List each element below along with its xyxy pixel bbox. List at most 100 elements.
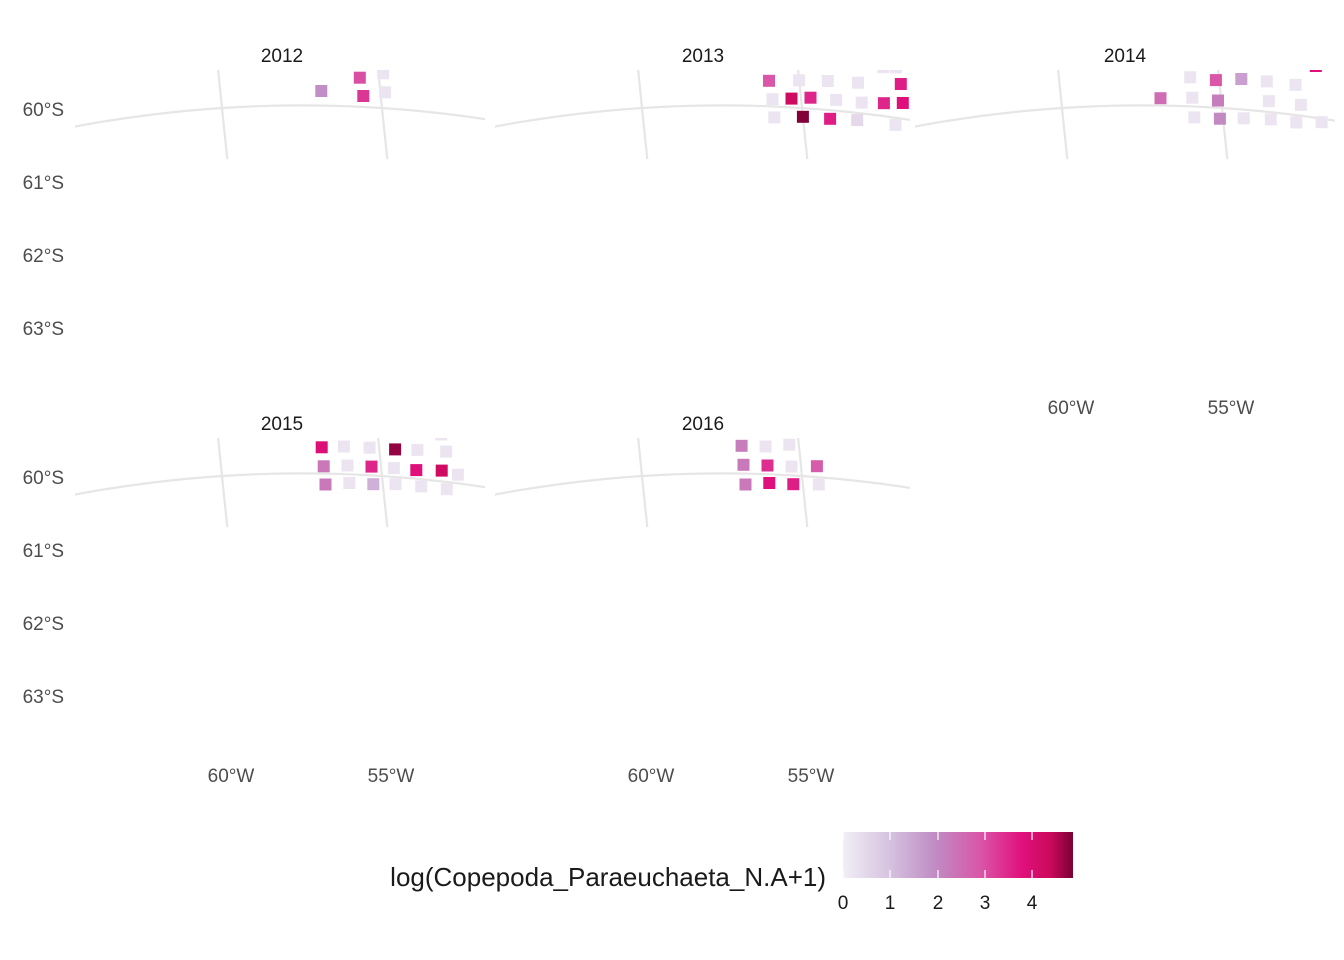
station-marker [376,316,388,328]
station-marker [1014,24,1026,36]
station-marker [890,70,902,74]
station-marker [1257,37,1269,49]
station-marker [411,443,424,456]
panel-2015: 2015 [75,244,485,528]
station-marker [1154,92,1167,105]
station-marker [1234,2,1246,14]
station-marker [1188,111,1201,124]
station-marker [160,299,172,311]
station-marker [511,325,523,337]
station-marker [703,313,715,325]
station-marker [343,477,356,489]
station-marker [183,244,195,256]
station-marker [636,349,648,361]
station-marker [389,443,402,456]
station-marker [139,285,151,297]
station-marker [720,292,732,304]
station-marker [747,330,759,342]
station-marker [1232,37,1244,49]
station-marker [375,50,387,62]
station-marker [341,459,354,472]
station-marker [353,71,366,84]
panel-title-2014: 2014 [1104,46,1147,67]
station-marker [282,332,294,344]
station-marker [572,284,584,296]
land-polygon [361,20,399,32]
station-marker [595,227,607,239]
station-marker [348,18,360,30]
station-marker [654,0,666,10]
station-marker [337,403,349,415]
station-marker [616,0,628,9]
station-marker [896,97,909,109]
station-marker [421,347,433,359]
land-polygon [94,264,105,281]
station-marker [1094,5,1106,17]
station-marker [244,333,256,345]
graticule-lat [75,104,485,128]
station-marker [1070,20,1082,32]
station-marker [1281,0,1293,3]
station-marker [756,56,768,68]
land-polygon [823,387,829,402]
station-marker [614,383,626,395]
land-polygon [720,244,758,273]
graticule-lat [915,104,1335,128]
graticule-lat [495,472,910,496]
station-marker [363,441,376,454]
station-marker [787,14,799,26]
station-marker [750,366,762,378]
station-marker [451,468,464,481]
station-marker [752,13,764,25]
station-marker [804,407,816,419]
land-polygon [403,387,409,402]
station-marker [341,348,353,360]
station-marker [675,257,687,269]
station-marker [1237,57,1249,69]
station-marker [1302,42,1314,54]
station-marker [1237,112,1250,125]
station-marker [737,458,750,471]
station-marker [789,33,801,45]
station-marker [357,90,370,102]
station-marker [1235,73,1248,85]
station-marker [755,384,767,396]
station-marker [400,300,412,312]
station-marker [1139,5,1151,17]
station-marker [312,403,324,415]
station-marker [241,274,253,286]
panel-2013: 2013 [495,0,910,160]
station-marker [580,302,592,314]
station-marker [362,424,374,436]
station-marker [999,0,1011,1]
station-marker [367,346,379,358]
station-marker [337,440,350,453]
station-marker [889,118,902,131]
station-marker [621,19,633,31]
station-marker [1206,1,1218,13]
station-marker [1295,5,1307,17]
land-polygon [300,244,338,273]
station-marker [1289,78,1302,91]
station-marker [1315,116,1328,129]
station-marker [191,317,203,329]
station-marker [855,96,868,109]
land-polygon [1243,19,1249,34]
lon-label-60: 60°W [208,766,255,787]
station-marker [337,368,349,380]
lat-label-61: 61°S [23,173,64,194]
station-marker [1255,19,1267,31]
station-marker [735,439,748,452]
station-marker [1262,95,1275,108]
station-marker [787,478,800,491]
lon-label-60: 60°W [1048,398,1095,419]
station-marker [761,459,774,472]
station-marker [188,388,200,400]
legend-tick-4: 4 [1027,893,1038,914]
station-marker [264,314,276,326]
station-marker [805,5,817,17]
station-marker [319,478,332,491]
station-marker [403,389,415,401]
station-marker [311,333,323,345]
station-marker [300,314,312,326]
